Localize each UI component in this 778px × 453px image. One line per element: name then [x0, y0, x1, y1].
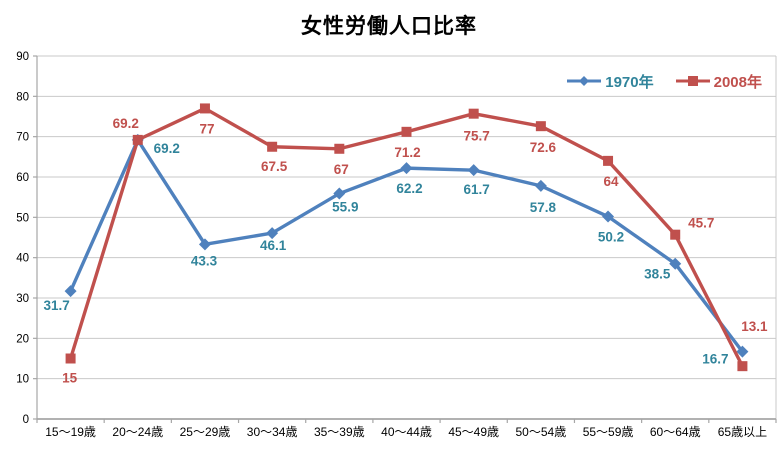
data-label-2008年: 71.2: [394, 145, 420, 160]
data-point-marker-1970年: [736, 345, 749, 358]
data-point-marker-2008年: [199, 103, 210, 114]
data-label-1970年: 55.9: [332, 200, 358, 215]
data-point-marker-2008年: [737, 361, 748, 372]
data-label-1970年: 50.2: [598, 230, 624, 245]
x-axis-category-label: 30〜34歳: [247, 425, 298, 439]
data-point-marker-1970年: [333, 187, 346, 200]
x-axis-category-label: 35〜39歳: [314, 425, 365, 439]
data-point-marker-1970年: [64, 285, 77, 298]
data-label-2008年: 75.7: [464, 129, 490, 144]
data-point-marker-2008年: [401, 126, 412, 137]
data-label-2008年: 13.1: [741, 319, 768, 334]
legend-label: 1970年: [605, 73, 654, 91]
x-axis-category-label: 15〜19歳: [45, 425, 96, 439]
legend-label: 2008年: [713, 73, 762, 91]
legend-item-2008年[interactable]: 2008年: [675, 71, 762, 92]
y-axis-tick-label: 20: [16, 333, 29, 345]
data-point-marker-1970年: [669, 257, 682, 270]
y-axis-tick-label: 30: [16, 293, 29, 305]
square-marker-icon: [675, 76, 710, 86]
diamond-marker-icon: [567, 76, 602, 86]
x-axis-category-label: 20〜24歳: [112, 425, 163, 439]
data-label-2008年: 77: [199, 121, 214, 136]
x-axis-category-label: 60〜64歳: [650, 425, 701, 439]
x-axis-category-label: 45〜49歳: [448, 425, 499, 439]
data-point-marker-1970年: [467, 164, 480, 177]
data-point-marker-2008年: [132, 134, 143, 145]
data-point-marker-2008年: [535, 121, 546, 132]
x-axis-category-label: 55〜59歳: [583, 425, 634, 439]
y-axis-tick-label: 60: [16, 172, 29, 184]
data-label-2008年: 64: [604, 174, 620, 189]
y-axis-tick-label: 90: [16, 51, 29, 63]
data-label-1970年: 43.3: [191, 253, 218, 268]
data-label-1970年: 16.7: [702, 352, 728, 367]
data-label-1970年: 61.7: [464, 182, 490, 197]
data-point-marker-1970年: [400, 162, 413, 175]
data-label-1970年: 57.8: [530, 200, 557, 215]
y-axis-tick-label: 80: [16, 91, 29, 103]
data-label-2008年: 67.5: [261, 159, 288, 174]
y-axis-tick-label: 50: [16, 212, 29, 224]
data-label-1970年: 46.1: [260, 238, 287, 253]
data-point-marker-1970年: [266, 227, 279, 240]
y-axis-tick-label: 70: [16, 132, 29, 144]
data-label-1970年: 31.7: [43, 298, 69, 313]
data-point-marker-2008年: [267, 141, 278, 152]
x-axis-category-label: 65歳以上: [718, 425, 767, 439]
data-point-marker-1970年: [198, 238, 211, 251]
data-point-marker-1970年: [602, 210, 615, 223]
data-point-marker-2008年: [334, 143, 345, 154]
data-label-2008年: 15: [62, 371, 78, 386]
data-point-marker-2008年: [670, 229, 681, 240]
data-label-2008年: 72.6: [530, 140, 557, 155]
data-label-1970年: 38.5: [644, 267, 671, 282]
data-point-marker-1970年: [534, 179, 547, 192]
x-axis-category-label: 50〜54歳: [516, 425, 567, 439]
chart-title: 女性労働人口比率: [301, 15, 477, 38]
data-label-2008年: 69.2: [113, 116, 139, 131]
data-point-marker-2008年: [468, 108, 479, 119]
data-label-2008年: 45.7: [688, 216, 714, 231]
y-axis-tick-label: 0: [23, 414, 29, 426]
data-label-1970年: 62.2: [396, 181, 422, 196]
y-axis-tick-label: 40: [16, 253, 29, 265]
data-point-marker-2008年: [65, 353, 76, 364]
x-axis-category-label: 25〜29歳: [180, 425, 231, 439]
y-axis-tick-label: 10: [16, 374, 29, 386]
data-label-2008年: 67: [334, 162, 349, 177]
data-point-marker-2008年: [603, 155, 614, 166]
x-axis-category-label: 40〜44歳: [381, 425, 432, 439]
legend-item-1970年[interactable]: 1970年: [567, 71, 654, 92]
legend: 1970年 2008年: [567, 68, 762, 94]
data-label-1970年: 69.2: [154, 141, 180, 156]
